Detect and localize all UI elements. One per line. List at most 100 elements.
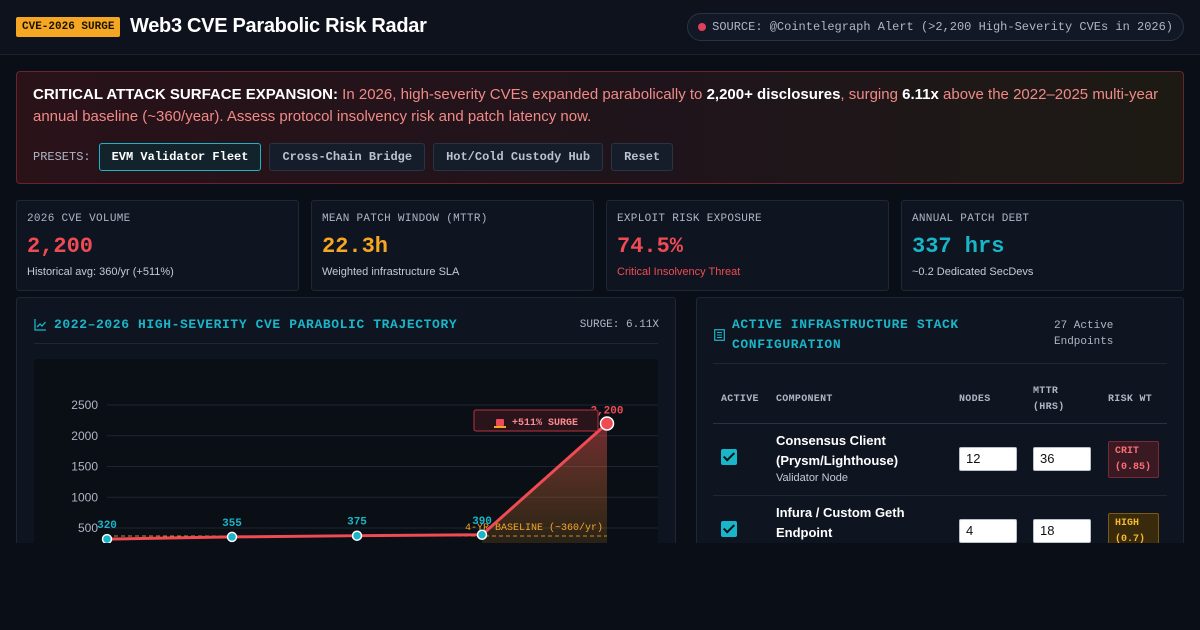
col-header-active: ACTIVE <box>721 394 759 405</box>
risk-value: (0.7) <box>1115 534 1146 543</box>
presets-bar: PRESETS: EVM Validator Fleet Cross-Chain… <box>33 143 674 171</box>
source-text: SOURCE: @Cointelegraph Alert (>2,200 Hig… <box>712 20 1173 34</box>
nodes-input[interactable]: 4 <box>959 519 1017 543</box>
mttr-header-line-1: MTTR <box>1033 386 1059 397</box>
chart-area: 500 1000 1500 2000 2500 4-YR BASELINE (~360/y… <box>34 359 658 543</box>
mttr-input[interactable]: 36 <box>1033 447 1091 471</box>
chart-surge-multiplier: SURGE: 6.11X <box>579 319 659 331</box>
data-point <box>351 530 363 541</box>
component-name-line-2: (Prysm/Lighthouse) <box>776 453 899 468</box>
chart-divider <box>34 343 658 344</box>
kpi-value: 2,200 <box>27 234 94 259</box>
kpi-label: MEAN PATCH WINDOW (MTTR) <box>322 213 488 225</box>
kpi-mean-patch-window: MEAN PATCH WINDOW (MTTR) 22.3h Weighted … <box>311 200 594 291</box>
count-line-1: 27 Active <box>1054 320 1114 332</box>
y-tick-label: 1000 <box>71 490 98 504</box>
table-row: Infura / Custom Geth Endpoint 4 18 HIGH … <box>713 495 1167 543</box>
alert-lead: CRITICAL ATTACK SURFACE EXPANSION: <box>33 86 339 103</box>
component-name: Consensus Client (Prysm/Lighthouse) <box>776 431 946 471</box>
cve-trajectory-chart: 500 1000 1500 2000 2500 4-YR BASELINE (~360/y… <box>71 398 658 543</box>
active-endpoints-count: 27 Active Endpoints <box>1054 318 1113 350</box>
risk-level: HIGH <box>1115 518 1140 529</box>
alert-text: CRITICAL ATTACK SURFACE EXPANSION: In 20… <box>33 84 1169 128</box>
kpi-label: ANNUAL PATCH DEBT <box>912 213 1030 225</box>
surge-badge: CVE-2026 SURGE <box>16 17 121 37</box>
risk-level: CRIT <box>1115 446 1140 457</box>
y-tick-label: 1500 <box>71 460 98 474</box>
col-header-risk-weight: RISK WT <box>1108 394 1153 405</box>
kpi-sub: Critical Insolvency Threat <box>617 266 741 278</box>
data-point <box>599 416 615 431</box>
kpi-value: 74.5% <box>617 234 684 259</box>
risk-value: (0.85) <box>1115 462 1152 473</box>
app-title: Web3 CVE Parabolic Risk Radar <box>130 15 427 37</box>
risk-weight-badge: HIGH (0.7) <box>1108 513 1159 543</box>
document-list-icon <box>714 329 725 341</box>
alert-text-1: In 2026, high-severity CVEs expanded par… <box>338 86 707 103</box>
kpi-label: 2026 CVE VOLUME <box>27 213 131 225</box>
surge-annotation-text: +511% SURGE <box>512 418 578 429</box>
alert-text-3: above the 2022–2025 multi-year annual ba… <box>33 86 1159 125</box>
alert-text-2: , surging <box>840 86 903 103</box>
title-line-2: CONFIGURATION <box>732 337 842 352</box>
chart-title: 2022–2026 HIGH-SEVERITY CVE PARABOLIC TR… <box>54 317 458 332</box>
surge-area <box>482 423 607 543</box>
kpi-value: 22.3h <box>322 234 389 259</box>
kpi-sub: Historical avg: 360/yr (+511%) <box>27 266 174 278</box>
critical-alert-banner: CRITICAL ATTACK SURFACE EXPANSION: In 20… <box>16 71 1184 184</box>
col-header-nodes: NODES <box>959 394 991 405</box>
table-divider <box>713 363 1167 364</box>
alert-strong-2: 6.11x <box>902 86 939 103</box>
siren-icon <box>496 419 504 426</box>
kpi-cve-volume: 2026 CVE VOLUME 2,200 Historical avg: 36… <box>16 200 299 291</box>
kpi-annual-patch-debt: ANNUAL PATCH DEBT 337 hrs ~0.2 Dedicated… <box>901 200 1184 291</box>
surge-annotation-box <box>473 409 599 432</box>
nodes-input[interactable]: 12 <box>959 447 1017 471</box>
data-label: 2,200 <box>590 405 623 417</box>
col-header-mttr: MTTR (HRS) <box>1033 384 1065 416</box>
preset-hot-cold-custody-hub[interactable]: Hot/Cold Custody Hub <box>433 143 604 171</box>
infrastructure-stack-panel: ACTIVE INFRASTRUCTURE STACK CONFIGURATIO… <box>696 297 1184 543</box>
stack-config-title: ACTIVE INFRASTRUCTURE STACK CONFIGURATIO… <box>732 315 959 355</box>
count-line-2: Endpoints <box>1054 336 1114 348</box>
component-name-line-1: Consensus Client <box>776 433 886 448</box>
component-type: Validator Node <box>776 472 848 484</box>
table-row: Consensus Client (Prysm/Lighthouse) Vali… <box>713 423 1167 495</box>
data-label: 375 <box>347 517 367 529</box>
col-header-component: COMPONENT <box>776 394 833 405</box>
trajectory-chart-panel: 2022–2026 HIGH-SEVERITY CVE PARABOLIC TR… <box>16 297 676 543</box>
mttr-input[interactable]: 18 <box>1033 519 1091 543</box>
component-name: Infura / Custom Geth Endpoint <box>776 503 946 543</box>
data-point <box>101 533 113 543</box>
active-checkbox[interactable] <box>721 449 737 465</box>
live-dot-icon <box>698 23 707 31</box>
component-name-line-2: Endpoint <box>776 525 833 540</box>
preset-cross-chain-bridge[interactable]: Cross-Chain Bridge <box>269 143 426 171</box>
kpi-sub: ~0.2 Dedicated SecDevs <box>912 266 1034 278</box>
kpi-sub: Weighted infrastructure SLA <box>322 266 460 278</box>
data-point <box>226 531 238 543</box>
y-tick-label: 500 <box>78 521 98 535</box>
baseline-label: 4-YR BASELINE (~360/yr) <box>465 522 603 534</box>
preset-reset-button[interactable]: Reset <box>611 143 674 171</box>
siren-base <box>494 426 506 428</box>
presets-label: PRESETS: <box>33 150 91 164</box>
kpi-value: 337 hrs <box>912 234 1005 259</box>
component-name-line-1: Infura / Custom Geth <box>776 505 905 520</box>
y-tick-label: 2000 <box>71 429 98 443</box>
data-label: 390 <box>472 516 492 528</box>
mttr-header-line-2: (HRS) <box>1033 402 1065 413</box>
chart-line-icon <box>34 319 46 331</box>
data-point <box>476 529 488 541</box>
kpi-exploit-risk-exposure: EXPLOIT RISK EXPOSURE 74.5% Critical Ins… <box>606 200 889 291</box>
data-label: 320 <box>97 520 117 532</box>
app-header: CVE-2026 SURGE Web3 CVE Parabolic Risk R… <box>0 0 1200 55</box>
risk-weight-badge: CRIT (0.85) <box>1108 441 1159 478</box>
data-label: 355 <box>222 518 242 530</box>
kpi-label: EXPLOIT RISK EXPOSURE <box>617 213 762 225</box>
alert-strong-1: 2,200+ disclosures <box>706 86 841 103</box>
active-checkbox[interactable] <box>721 521 737 537</box>
source-pill[interactable]: SOURCE: @Cointelegraph Alert (>2,200 Hig… <box>687 13 1184 41</box>
preset-evm-validator-fleet[interactable]: EVM Validator Fleet <box>98 143 262 171</box>
y-tick-label: 2500 <box>71 398 98 412</box>
